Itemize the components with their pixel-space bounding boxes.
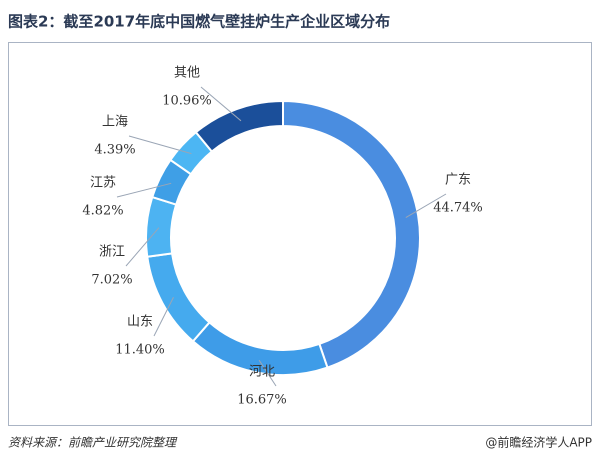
leader-line	[200, 86, 242, 122]
category-label: 江苏	[90, 175, 116, 191]
donut-segment	[194, 99, 284, 153]
frame	[8, 42, 592, 426]
watermark: @前瞻经济学人APP	[485, 435, 592, 450]
category-label: 其他	[174, 66, 200, 81]
value-label: 4.39%	[94, 143, 135, 158]
leader-line	[405, 193, 447, 218]
value-label: 11.40%	[115, 343, 165, 358]
category-label: 河北	[249, 365, 275, 380]
leader-line	[153, 296, 174, 337]
value-label: 16.67%	[237, 393, 287, 408]
value-label: 7.02%	[91, 273, 132, 288]
leader-line	[116, 182, 172, 198]
leader-line	[125, 227, 160, 267]
donut-segment	[145, 195, 178, 258]
source-note: 资料来源：前瞻产业研究院整理	[8, 436, 178, 450]
leader-line	[258, 359, 277, 387]
category-label: 浙江	[99, 245, 125, 260]
leader-line	[128, 135, 192, 155]
donut-segment	[282, 99, 421, 369]
category-label: 山东	[127, 315, 153, 330]
category-label: 广东	[445, 173, 471, 188]
value-label: 4.82%	[82, 204, 123, 219]
category-label: 上海	[102, 115, 128, 130]
chart-title: 图表2：截至2017年底中国燃气壁挂炉生产企业区域分布	[8, 13, 390, 31]
value-label: 44.74%	[433, 201, 483, 216]
donut-segment	[146, 252, 211, 343]
value-label: 10.96%	[162, 94, 212, 109]
donut: 广东 44.74% 河北 16.67% 山东 11.40% 浙江 7.02% 江苏 4.82% 上海…	[82, 66, 482, 408]
